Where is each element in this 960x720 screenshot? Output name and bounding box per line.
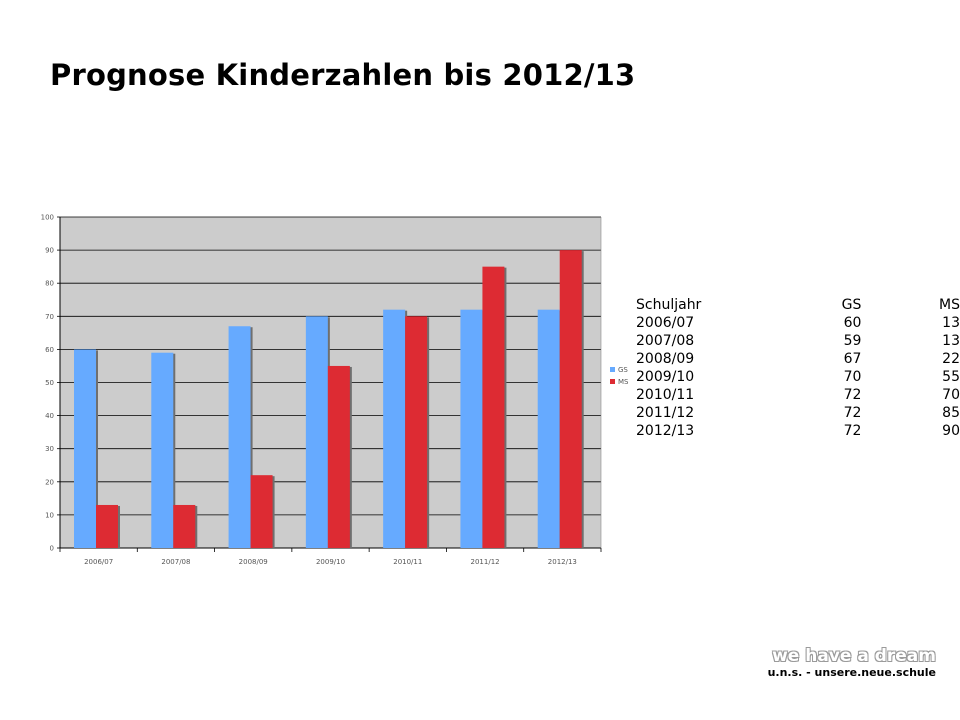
table-cell-gs: 67 [843, 351, 862, 367]
table-cell-gs: 72 [843, 405, 862, 421]
bar-gs [537, 309, 560, 548]
y-tick-label: 90 [45, 247, 54, 255]
bar-gs [383, 309, 406, 548]
bar-ms [327, 365, 350, 548]
legend-swatch-gs [610, 367, 615, 372]
y-tick-label: 40 [45, 412, 54, 420]
table-row: 2009/10 70 55 [636, 368, 960, 386]
table-cell-ms: 22 [942, 351, 960, 367]
y-tick-label: 20 [45, 478, 54, 486]
table-row: 2012/13 72 90 [636, 422, 960, 440]
y-tick-label: 50 [45, 379, 54, 387]
table-cell-ms: 13 [942, 315, 960, 331]
legend-label-ms: MS [618, 378, 629, 386]
table-cell-gs: 70 [843, 369, 862, 385]
bar-ms [173, 504, 196, 548]
table-cell-gs: 60 [843, 315, 862, 331]
column-header-ms: MS [939, 297, 960, 313]
y-tick-label: 80 [45, 280, 54, 288]
table-cell-year: 2012/13 [636, 423, 695, 439]
table-row: 2010/11 72 70 [636, 386, 960, 404]
brand-logo: we have a dream u.n.s. - unsere.neue.sch… [768, 646, 936, 680]
y-tick-label: 30 [45, 445, 54, 453]
x-tick-label: 2007/08 [161, 558, 190, 566]
table-cell-gs: 72 [843, 423, 862, 439]
table-cell-ms: 90 [942, 423, 960, 439]
table-header-row: Schuljahr GS MS [636, 296, 960, 314]
bar-gs [228, 326, 251, 548]
table-cell-year: 2011/12 [636, 405, 695, 421]
logo-name: u.n.s. - unsere.neue.schule [767, 666, 936, 679]
bar-gs [74, 349, 96, 548]
table-row: 2007/08 59 13 [636, 332, 960, 350]
x-tick-label: 2008/09 [239, 558, 268, 566]
table-cell-ms: 70 [942, 387, 960, 403]
table-cell-ms: 55 [942, 369, 960, 385]
table-cell-year: 2009/10 [636, 369, 695, 385]
table-cell-ms: 13 [942, 333, 960, 349]
bar-ms [250, 475, 273, 548]
x-tick-label: 2006/07 [84, 558, 113, 566]
bar-ms [96, 504, 118, 548]
y-tick-label: 60 [45, 346, 54, 354]
bar-ms [559, 250, 582, 548]
column-header-gs: GS [841, 297, 862, 313]
bar-ms [482, 266, 505, 548]
page-title: Prognose Kinderzahlen bis 2012/13 [50, 58, 636, 92]
table-cell-year: 2006/07 [636, 315, 695, 331]
bar-ms [405, 316, 428, 548]
legend-label-gs: GS [618, 366, 628, 374]
table-row: 2008/09 67 22 [636, 350, 960, 368]
bar-gs [305, 316, 328, 548]
table-cell-ms: 85 [942, 405, 960, 421]
x-tick-label: 2011/12 [471, 558, 500, 566]
table-cell-year: 2007/08 [636, 333, 695, 349]
y-tick-label: 10 [45, 511, 54, 519]
table-row: 2006/07 60 13 [636, 314, 960, 332]
column-header-schuljahr: Schuljahr [636, 297, 702, 313]
y-tick-label: 100 [41, 214, 54, 222]
table-cell-year: 2010/11 [636, 387, 695, 403]
table-cell-gs: 59 [843, 333, 862, 349]
data-table: Schuljahr GS MS 2006/07 60 13 2007/08 59… [636, 296, 960, 440]
logo-slogan: we have a dream [772, 646, 936, 666]
table-cell-gs: 72 [843, 387, 862, 403]
x-tick-label: 2010/11 [393, 558, 422, 566]
y-tick-label: 0 [50, 545, 54, 553]
bar-gs [460, 309, 483, 548]
x-tick-label: 2012/13 [548, 558, 577, 566]
table-cell-year: 2008/09 [636, 351, 695, 367]
y-tick-label: 70 [45, 313, 54, 321]
table-row: 2011/12 72 85 [636, 404, 960, 422]
x-tick-label: 2009/10 [316, 558, 345, 566]
legend-swatch-ms [610, 379, 615, 384]
bar-gs [151, 352, 174, 548]
